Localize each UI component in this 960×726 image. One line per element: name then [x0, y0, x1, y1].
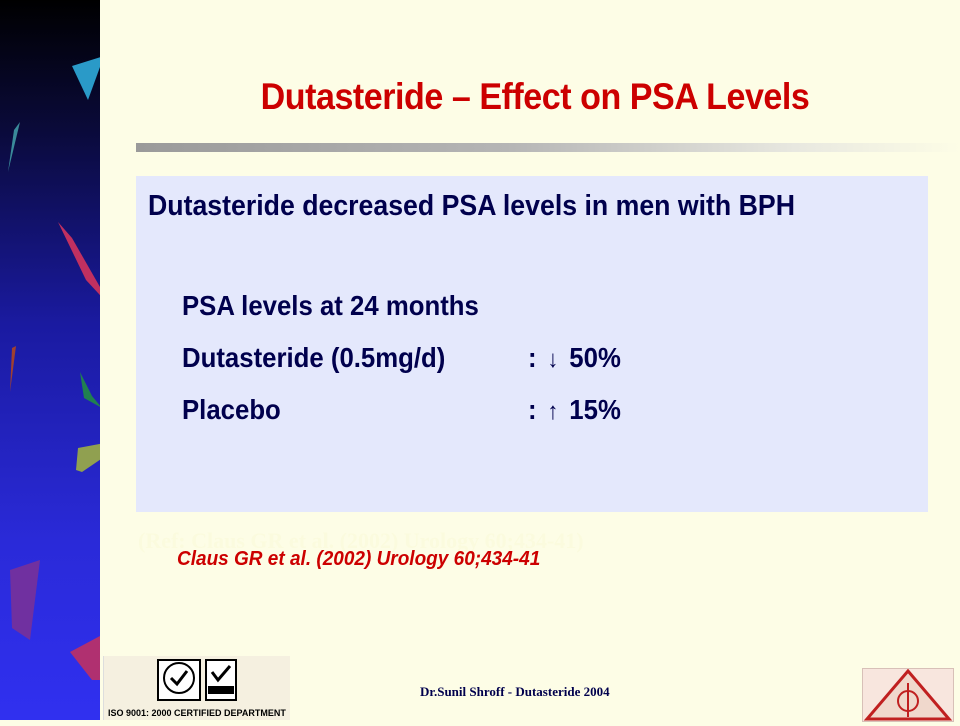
value-percent: 15%	[569, 394, 621, 425]
shard-thin	[8, 122, 20, 172]
iso-certification-logo: ISO 9001: 2000 CERTIFIED DEPARTMENT	[103, 656, 290, 720]
iso-caption: ISO 9001: 2000 CERTIFIED DEPARTMENT	[108, 708, 286, 718]
down-arrow-icon: ↓	[547, 346, 559, 373]
shard-teal	[72, 57, 100, 100]
placebo-value: : ↑ 15%	[528, 394, 621, 426]
placebo-label: Placebo	[182, 394, 281, 425]
shard-purple	[10, 560, 40, 640]
decorative-side-bar	[0, 0, 100, 720]
value-prefix: :	[528, 342, 537, 373]
shard-red	[58, 222, 100, 296]
psa-levels-label: PSA levels at 24 months	[182, 290, 479, 321]
corner-logo-icon	[862, 668, 954, 722]
title-underline	[136, 143, 960, 152]
shard-small-red	[10, 346, 16, 392]
value-percent: 50%	[569, 342, 621, 373]
value-prefix: :	[528, 394, 537, 425]
dutasteride-value: : ↓ 50%	[528, 342, 621, 374]
footer-text: Dr.Sunil Shroff - Dutasteride 2004	[420, 684, 610, 699]
citation: Claus GR et al. (2002) Urology 60;434-41	[177, 548, 541, 570]
dutasteride-label: Dutasteride (0.5mg/d)	[182, 342, 446, 373]
shard-olive	[76, 443, 100, 472]
content-panel: Dutasteride decreased PSA levels in men …	[136, 176, 928, 512]
shard-magenta	[70, 636, 100, 680]
faded-reference: (Ref: Claus GR et al. (2002) Urology 60;…	[138, 528, 584, 553]
decorative-shards	[8, 57, 100, 680]
shard-green	[80, 372, 100, 407]
slide-title: Dutasteride – Effect on PSA Levels	[260, 76, 810, 117]
up-arrow-icon: ↑	[547, 398, 559, 425]
iso-seal-icon	[157, 659, 237, 701]
content-heading: Dutasteride decreased PSA levels in men …	[148, 190, 795, 222]
